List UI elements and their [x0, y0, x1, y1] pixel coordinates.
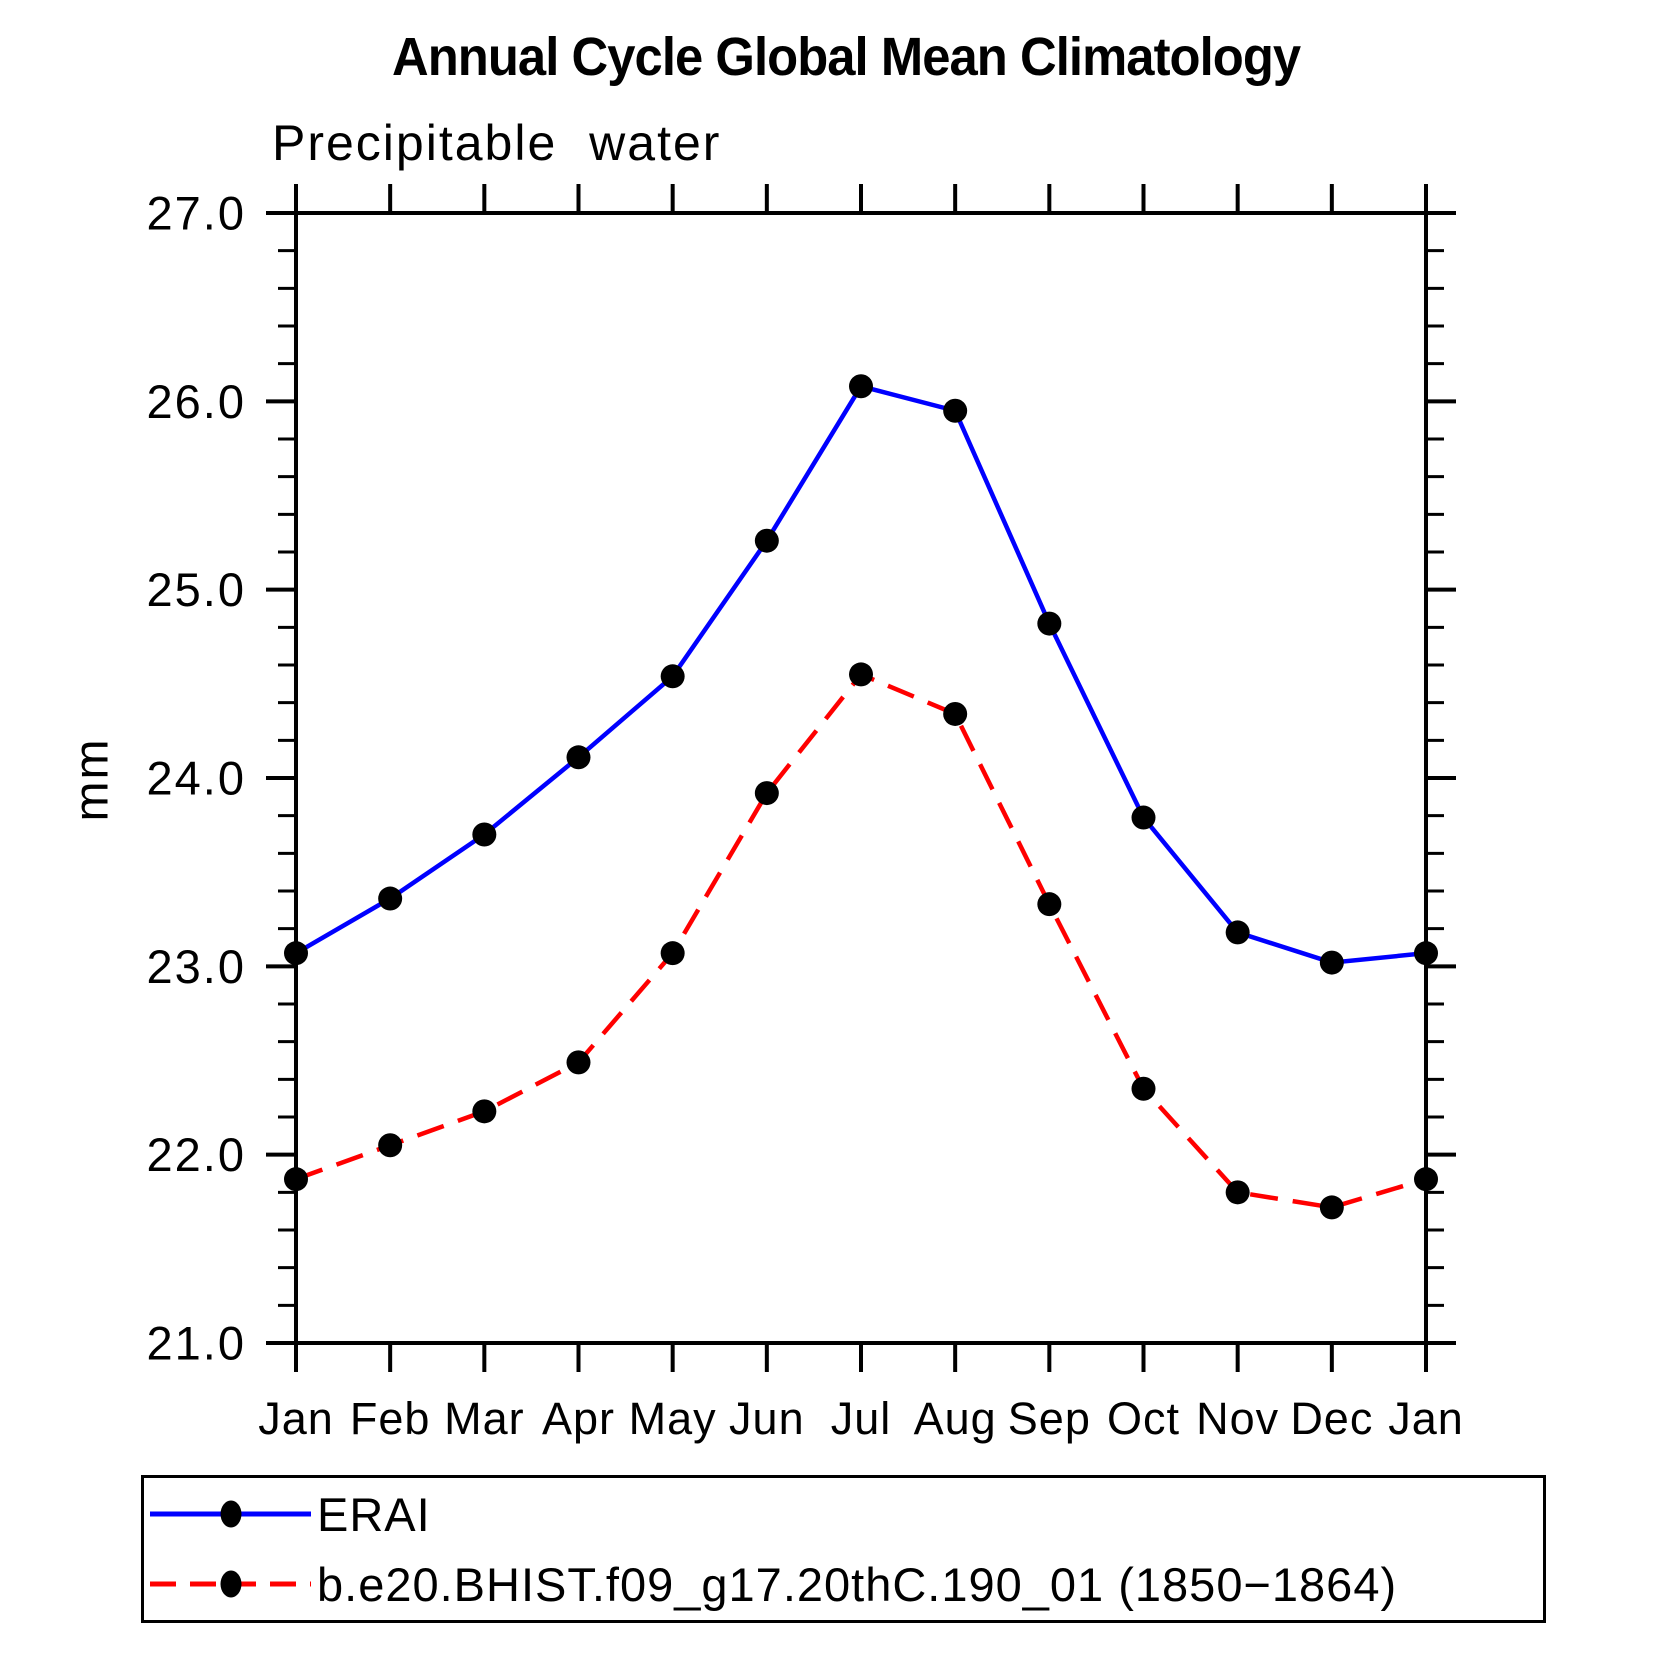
data-point [754, 781, 779, 806]
data-point [1319, 1195, 1344, 1220]
chart-title-text: Annual Cycle Global Mean Climatology [392, 27, 1301, 87]
data-point [566, 745, 591, 770]
data-point [378, 886, 403, 911]
x-tick-label: Jun [729, 1393, 805, 1444]
y-tick-label: 26.0 [147, 375, 246, 428]
data-point [849, 662, 873, 687]
data-point [1131, 805, 1156, 830]
x-tick-label: Jan [258, 1393, 334, 1444]
data-point [378, 1133, 403, 1158]
data-point [566, 1050, 591, 1075]
chart-title: Annual Cycle Global Mean Climatology [30, 26, 1663, 88]
data-point [1225, 920, 1250, 945]
data-point [284, 941, 308, 966]
chart-subtitle: Precipitable water [272, 115, 722, 171]
x-tick-label: May [629, 1393, 717, 1444]
data-point [849, 374, 873, 399]
data-point [943, 701, 968, 726]
x-tick-label: Dec [1290, 1393, 1373, 1444]
y-tick-label: 25.0 [147, 563, 246, 616]
data-point [1037, 611, 1062, 636]
legend-marker-icon [220, 1500, 242, 1528]
x-tick-label: Nov [1196, 1393, 1279, 1444]
x-tick-label: Jul [831, 1393, 892, 1444]
data-point [660, 664, 685, 689]
x-tick-label: Sep [1008, 1393, 1091, 1444]
data-point [284, 1167, 308, 1192]
y-tick-label: 22.0 [147, 1128, 246, 1181]
x-tick-label: Aug [914, 1393, 997, 1444]
legend-item: ERAI [147, 1485, 431, 1543]
data-point [1131, 1076, 1156, 1101]
x-tick-label: Feb [350, 1393, 431, 1444]
x-tick-label: Apr [542, 1393, 615, 1444]
data-point [1414, 1167, 1438, 1192]
data-point [1414, 941, 1438, 966]
data-point [943, 398, 968, 423]
y-tick-label: 23.0 [147, 940, 246, 993]
data-point [660, 941, 685, 966]
data-point [1319, 950, 1344, 975]
legend: ERAI b.e20.BHIST.f09_g17.20thC.190_01 (1… [141, 1475, 1546, 1623]
legend-item: b.e20.BHIST.f09_g17.20thC.190_01 (1850−1… [147, 1555, 1397, 1613]
series-line-1 [295, 671, 1427, 1210]
legend-label: ERAI [317, 1487, 431, 1541]
data-point [472, 1099, 497, 1124]
y-tick-label: 21.0 [147, 1316, 246, 1369]
legend-line-sample [150, 1500, 311, 1528]
data-point [1225, 1180, 1250, 1205]
legend-line-sample [150, 1570, 311, 1598]
x-tick-label: Mar [444, 1393, 525, 1444]
y-tick-label: 24.0 [147, 751, 246, 804]
x-tick-label: Jan [1388, 1393, 1464, 1444]
x-tick-label: Oct [1107, 1393, 1180, 1444]
data-point [754, 528, 779, 553]
legend-marker-icon [220, 1570, 242, 1598]
legend-label: b.e20.BHIST.f09_g17.20thC.190_01 (1850−1… [317, 1557, 1398, 1611]
y-tick-label: 27.0 [147, 186, 246, 239]
data-point [1037, 892, 1062, 917]
data-point [472, 822, 497, 847]
